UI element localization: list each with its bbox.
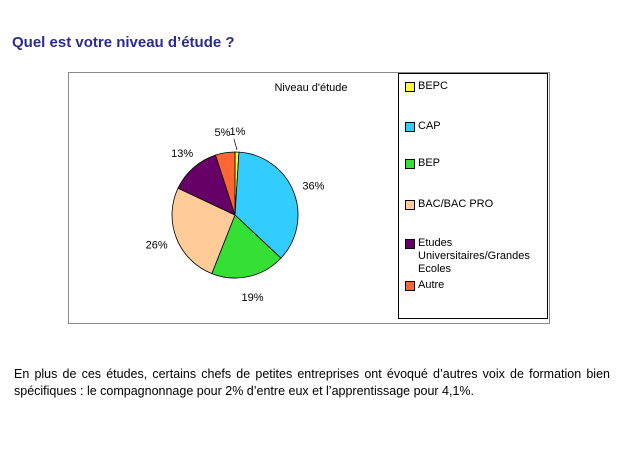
chart-title: Niveau d'étude [274,82,347,94]
legend-item-bac-bac-pro: BAC/BAC PRO [405,198,543,211]
pie-slice-bac-bac-pro [171,187,236,275]
legend-swatch [405,82,415,92]
legend: BEPC CAP BEP BAC/BAC PRO Etudes Universitair… [398,73,548,319]
data-label-bac-bac-pro: 26% [146,239,168,251]
body-paragraph: En plus de ces études, certains chefs de… [14,367,610,398]
legend-label: BEPC [418,80,448,92]
legend-label: BAC/BAC PRO [418,198,494,210]
legend-label: BEP [418,157,441,169]
data-label-bepc: 1% [230,126,246,138]
pie-slice-cap [234,151,299,259]
leader-line [233,138,238,151]
legend-label: CAP [418,120,441,132]
legend-item-cap: CAP [405,120,543,133]
legend-item-bepc: BEPC [405,80,543,93]
page-title: Quel est votre niveau d’étude ? [12,34,235,51]
legend-label: Autre [418,279,445,291]
data-label-bep: 19% [241,292,263,304]
data-label-etudes-universitaires-grandes-ecoles: 13% [171,148,193,160]
legend-swatch [405,200,415,210]
legend-item-etudes-universitaires-grandes-ecoles: Etudes Universitaires/Grandes Ecoles [405,237,543,276]
legend-swatch [405,281,415,291]
pie-slice-autre [215,151,236,216]
legend-item-bep: BEP [405,157,543,170]
legend-swatch [405,159,415,169]
legend-item-autre: Autre [405,279,543,292]
legend-swatch [405,239,415,249]
legend-label: Etudes Universitaires/Grandes Ecoles [418,237,530,275]
legend-swatch [405,122,415,132]
data-label-autre: 5% [215,127,231,139]
pie-chart: Niveau d'étude 1% 36% 19% 26% 13% 5% [146,82,348,304]
data-label-cap: 36% [302,181,324,193]
